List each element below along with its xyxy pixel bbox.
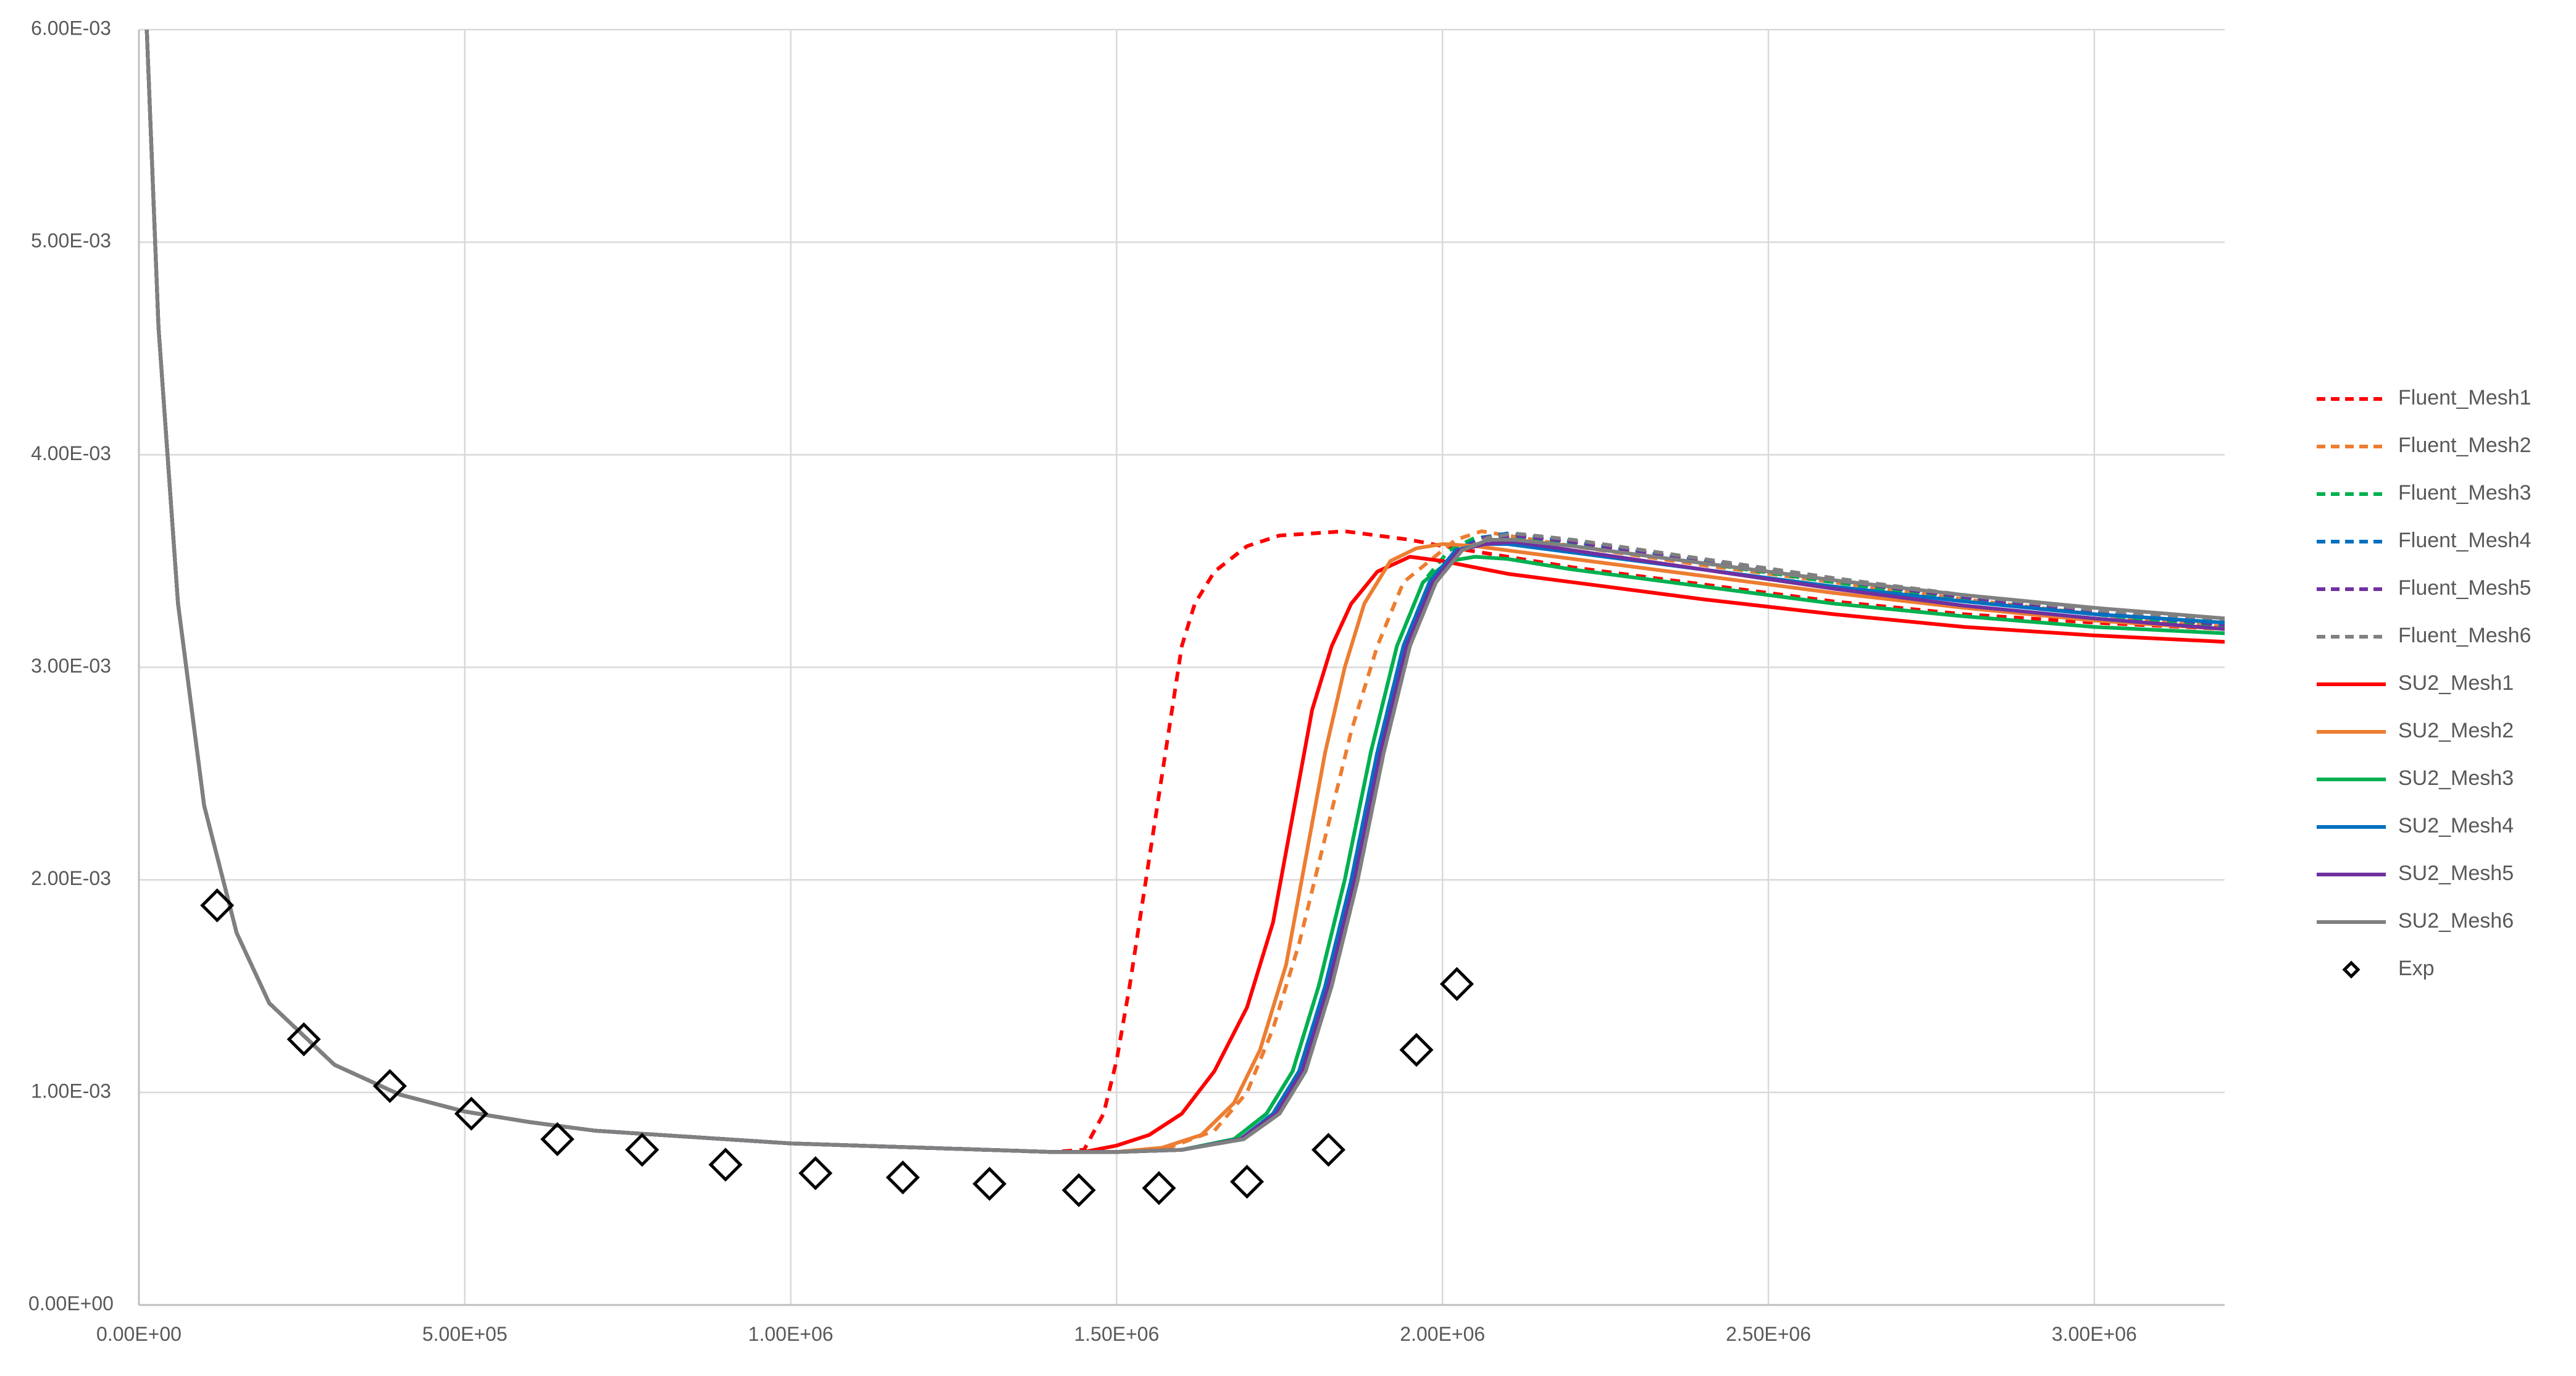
legend-item: Fluent_Mesh5 [2317,576,2531,600]
exp-marker [972,1167,1007,1201]
x-tick-label: 1.00E+06 [748,1323,834,1345]
x-tick-label: 5.00E+05 [422,1323,508,1345]
legend-item: Fluent_Mesh2 [2317,434,2531,457]
exp-marker [885,1160,920,1195]
exp-marker [454,1096,488,1131]
x-tick-label: 0.00E+00 [96,1323,182,1345]
x-tick-label: 1.50E+06 [1074,1323,1159,1345]
x-tick-label: 3.00E+06 [2052,1323,2137,1345]
exp-marker [1439,967,1474,1001]
legend-label: Fluent_Mesh2 [2398,434,2531,457]
exp-marker [540,1122,575,1157]
y-tick-label: 6.00E-03 [31,17,111,39]
legend: Fluent_Mesh1 Fluent_Mesh2 Fluent_Mesh3 Flue… [2317,386,2531,980]
gridlines [139,28,2225,1305]
y-tick-label: 1.00E-03 [31,1080,111,1102]
legend-label: Fluent_Mesh6 [2398,624,2531,647]
legend-item: Fluent_Mesh6 [2317,624,2531,647]
exp-marker [1142,1171,1176,1206]
legend-label: SU2_Mesh3 [2398,766,2514,790]
legend-item: SU2_Mesh1 [2317,671,2514,695]
exp-marker [798,1156,833,1191]
legend-item: SU2_Mesh3 [2317,766,2514,790]
legend-label: Fluent_Mesh3 [2398,481,2531,505]
exp-marker [625,1133,659,1167]
legend-label: SU2_Mesh2 [2398,719,2514,742]
legend-label: SU2_Mesh1 [2398,671,2514,695]
legend-item: Fluent_Mesh1 [2317,386,2531,409]
exp-marker [286,1022,321,1057]
legend-label: Exp [2398,957,2435,980]
legend-item: SU2_Mesh2 [2317,719,2514,742]
exp-marker [372,1068,407,1104]
legend-item: Fluent_Mesh4 [2317,529,2531,552]
x-tick-label: 2.50E+06 [1726,1323,1811,1345]
legend-label: Fluent_Mesh5 [2398,576,2531,600]
legend-label: Fluent_Mesh4 [2398,529,2531,552]
x-tick-label: 2.00E+06 [1400,1323,1485,1345]
legend-label: SU2_Mesh5 [2398,862,2514,885]
exp-marker [1061,1173,1096,1207]
y-tick-label: 2.00E-03 [31,867,111,889]
legend-item: SU2_Mesh4 [2317,814,2514,837]
series-line-su2-mesh6 [144,30,2225,1154]
y-tick-label: 0.00E+00 [28,1292,114,1314]
legend-item: SU2_Mesh6 [2317,909,2514,933]
exp-marker [1230,1164,1265,1199]
legend-label: SU2_Mesh6 [2398,909,2514,933]
legend-item: SU2_Mesh5 [2317,862,2514,885]
plot-area [144,30,2225,1207]
legend-label: SU2_Mesh4 [2398,814,2514,837]
y-tick-label: 4.00E-03 [31,442,111,464]
y-tick-label: 3.00E-03 [31,655,111,677]
exp-marker [1399,1033,1434,1067]
legend-item: Fluent_Mesh3 [2317,481,2531,505]
legend-label: Fluent_Mesh1 [2398,386,2531,409]
y-tick-label: 5.00E-03 [31,230,111,252]
legend-item: Exp [2342,957,2435,980]
exp-marker [708,1147,743,1182]
legend-marker [2342,960,2361,979]
exp-marker [200,888,235,923]
exp-marker [1311,1133,1346,1167]
axes: 0.00E+00 1.00E-03 2.00E-03 3.00E-03 4.00E-03… [28,17,2225,1345]
